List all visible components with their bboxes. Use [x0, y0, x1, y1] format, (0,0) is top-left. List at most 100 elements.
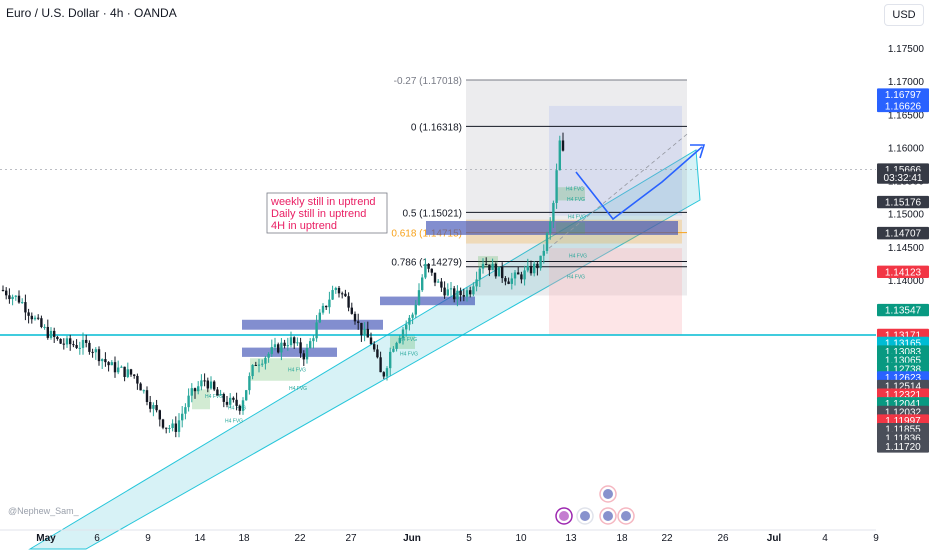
candle-body — [417, 290, 421, 305]
time-axis-tick: 10 — [515, 533, 527, 544]
time-axis-tick: 22 — [661, 533, 673, 544]
candle-body — [545, 233, 549, 251]
candle-body — [507, 281, 510, 284]
price-label-text: 1.13083 — [885, 347, 922, 358]
fvg-label: H4 FVG — [567, 275, 585, 281]
fib-level-label: 0.5 (1.15021) — [403, 208, 463, 219]
candle-body — [193, 388, 197, 392]
candle-body — [481, 263, 485, 269]
candle-body — [328, 299, 331, 308]
order-block-zone — [242, 347, 337, 357]
candle-body — [197, 386, 200, 392]
candle-body — [139, 383, 142, 391]
candle-body — [536, 263, 539, 269]
price-label-text: 1.13547 — [885, 306, 922, 317]
candle-body — [40, 318, 43, 327]
candle-body — [161, 419, 165, 428]
price-label-tag — [877, 99, 929, 113]
candle-body — [97, 349, 101, 362]
candle-body — [107, 362, 110, 366]
candle-body — [510, 278, 513, 284]
price-label-tag — [877, 88, 929, 101]
event-flag-icon — [621, 511, 631, 521]
author-watermark: @Nephew_Sam_ — [8, 506, 79, 516]
time-axis-tick: 18 — [238, 533, 250, 544]
candle-body — [69, 338, 72, 345]
candle-body — [382, 372, 385, 377]
candle-body — [72, 344, 75, 346]
projection-arrow-path — [575, 146, 703, 221]
candle-body — [37, 317, 40, 319]
candle-body — [225, 401, 229, 405]
candle-body — [229, 397, 232, 405]
candle-body — [302, 353, 305, 360]
candle-body — [88, 342, 91, 352]
event-flag-icon — [603, 489, 613, 499]
candle-body — [142, 390, 145, 392]
candle-body — [331, 290, 334, 300]
time-axis-tick: Jul — [767, 533, 782, 544]
candle-body — [261, 363, 264, 365]
price-label-text: 1.11997 — [885, 416, 921, 427]
candle-body — [366, 328, 369, 338]
candle-body — [283, 342, 286, 346]
price-label-text: 1.11720 — [885, 442, 921, 453]
candle-body — [235, 399, 238, 406]
candle-body — [533, 263, 536, 274]
fvg-label: H4 FVG — [567, 197, 585, 203]
candle-body — [520, 274, 523, 280]
candle-body — [459, 290, 462, 296]
candle-body — [389, 351, 392, 369]
time-axis-tick: 13 — [565, 533, 577, 544]
time-axis-tick: May — [36, 533, 56, 544]
candle-body — [494, 263, 497, 277]
candle-body — [449, 288, 453, 290]
candle-body — [62, 343, 65, 345]
candle-body — [318, 312, 321, 323]
price-label-text: 1.12738 — [885, 364, 922, 375]
candle-body — [251, 364, 254, 377]
time-axis-tick: 22 — [294, 533, 306, 544]
price-label-text: 1.13165 — [885, 338, 922, 349]
fvg-label: H4 FVG — [566, 187, 584, 193]
candle-body — [344, 293, 347, 297]
candle-body — [270, 347, 273, 354]
candle-body — [273, 344, 277, 348]
candle-body — [56, 336, 59, 339]
candle-body — [203, 380, 206, 382]
candle-body — [405, 324, 408, 330]
price-label-tag — [877, 265, 929, 279]
candle-body — [353, 313, 357, 322]
candle-body — [149, 401, 152, 409]
candle-body — [392, 348, 395, 352]
fvg-label: H4 FVG — [569, 253, 587, 259]
candle-body — [209, 381, 213, 389]
candle-body — [187, 395, 190, 408]
candle-body — [155, 405, 158, 411]
candle-body — [552, 202, 555, 222]
time-axis-tick: 14 — [194, 533, 206, 544]
price-label-tag — [877, 226, 929, 240]
order-block-zone — [242, 319, 383, 330]
currency-button[interactable]: USD — [884, 4, 924, 26]
candle-body — [245, 390, 248, 401]
candle-body — [542, 250, 545, 256]
candle-body — [373, 344, 376, 350]
fvg-box — [556, 222, 585, 234]
candle-body — [475, 279, 478, 287]
event-flag-icon — [580, 511, 590, 521]
fib-level-label: 0 (1.16318) — [411, 122, 462, 133]
annotation-box — [266, 192, 388, 234]
candle-body — [414, 304, 417, 315]
candle-body — [46, 326, 49, 338]
candle-body — [174, 423, 177, 432]
candle-body — [443, 287, 446, 296]
order-block-zone — [426, 221, 678, 235]
symbol-title[interactable]: Euro / U.S. Dollar · 4h · OANDA — [6, 6, 177, 20]
candle-body — [104, 359, 107, 363]
candle-body — [357, 321, 360, 323]
candle-body — [94, 349, 97, 353]
time-axis-tick: Jun — [403, 533, 421, 544]
candle-body — [85, 339, 88, 343]
